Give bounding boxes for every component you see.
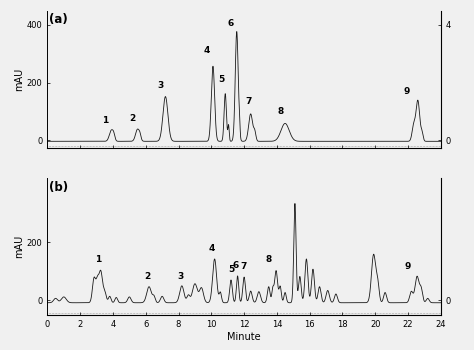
Text: 3: 3 <box>157 81 164 90</box>
Text: 9: 9 <box>405 262 411 271</box>
Text: 8: 8 <box>265 255 272 264</box>
Text: (a): (a) <box>49 13 68 26</box>
Text: 2: 2 <box>144 272 151 281</box>
Text: 7: 7 <box>240 262 246 271</box>
Text: 5: 5 <box>218 75 224 84</box>
Y-axis label: mAU: mAU <box>14 235 24 258</box>
Text: 4: 4 <box>203 46 210 55</box>
Text: 9: 9 <box>403 87 410 96</box>
Text: 3: 3 <box>177 272 183 281</box>
Text: 7: 7 <box>246 97 252 106</box>
X-axis label: Minute: Minute <box>228 332 261 342</box>
Text: 4: 4 <box>208 244 215 253</box>
Text: 6: 6 <box>228 19 234 28</box>
Text: 1: 1 <box>101 116 108 125</box>
Y-axis label: mAU: mAU <box>14 68 24 91</box>
Text: 1: 1 <box>95 255 101 264</box>
Text: (b): (b) <box>49 181 68 194</box>
Text: 8: 8 <box>277 107 283 116</box>
Text: 6: 6 <box>233 261 239 270</box>
Text: 2: 2 <box>129 113 136 122</box>
Text: 5: 5 <box>228 265 234 274</box>
